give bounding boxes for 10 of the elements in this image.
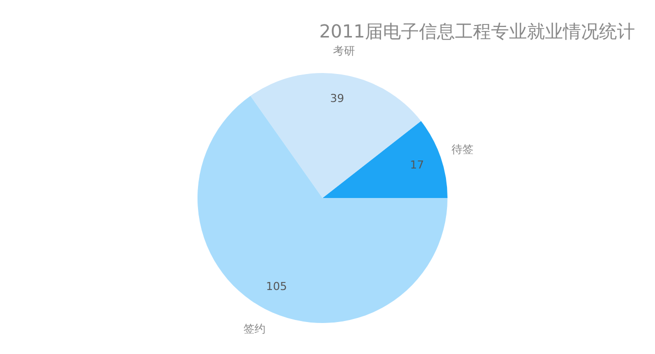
data-label: 39	[330, 92, 344, 106]
data-label: 105	[266, 280, 287, 293]
pie-slice	[250, 73, 421, 198]
slice-label: 考研	[333, 44, 356, 58]
data-label: 17	[410, 158, 424, 172]
chart-title: 2011届电子信息工程专业就业情况统计	[319, 22, 635, 43]
slice-label: 待签	[451, 142, 474, 156]
pie-slice	[198, 96, 448, 323]
pie-slice	[322, 121, 448, 198]
slice-label: 签约	[243, 322, 266, 336]
